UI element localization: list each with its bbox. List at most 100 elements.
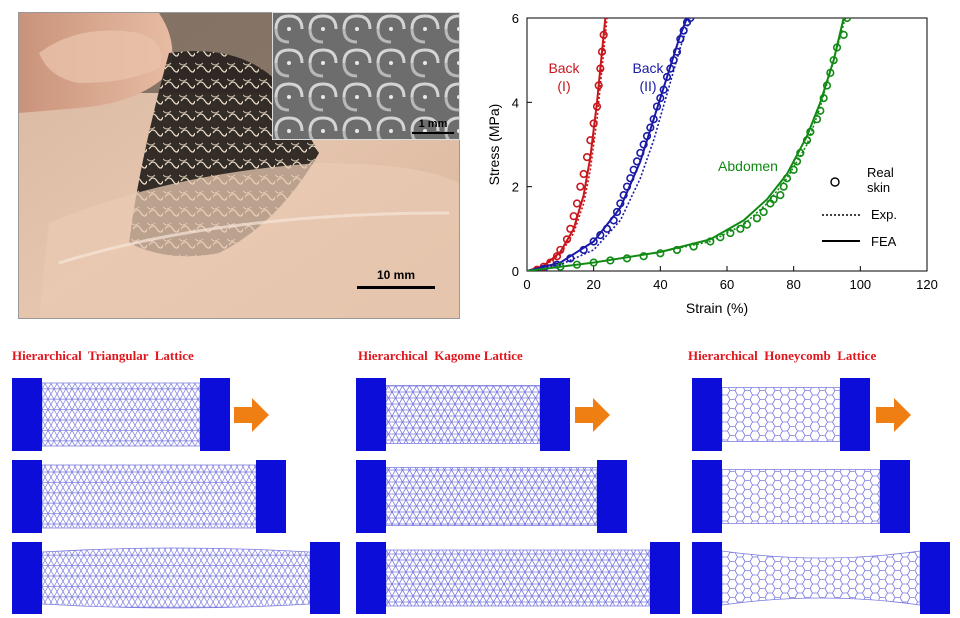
lattice-column-0 — [12, 378, 340, 614]
right-grip — [880, 460, 910, 533]
real-skin-point — [629, 165, 638, 174]
real-skin-point — [839, 30, 848, 39]
lattice-mesh — [721, 387, 841, 442]
series-0 — [527, 18, 608, 271]
series-label: Back — [548, 60, 580, 76]
real-skin-point — [656, 94, 665, 103]
lattice-column-2 — [692, 378, 950, 614]
real-skin-point — [556, 262, 565, 271]
real-skin-point — [596, 64, 605, 73]
lattice-mesh — [721, 469, 881, 524]
real-skin-point — [759, 207, 768, 217]
real-skin-point — [686, 18, 695, 23]
right-grip — [200, 378, 230, 451]
real-skin-point — [566, 224, 575, 233]
lattice-mesh — [385, 385, 541, 444]
real-skin-point — [569, 212, 578, 221]
real-skin-point — [779, 182, 788, 191]
real-skin-point — [576, 182, 585, 191]
real-skin-point — [572, 199, 582, 208]
real-skin-point — [622, 254, 632, 263]
real-skin-point — [666, 64, 675, 73]
series-exp-line — [527, 18, 692, 271]
x-tick-label: 0 — [523, 277, 530, 292]
series-fea-line — [527, 18, 845, 271]
lattice-title-triangular: Hierarchical Triangular Lattice — [12, 348, 194, 363]
real-skin-point — [726, 228, 735, 238]
lattice-mesh — [385, 467, 598, 526]
real-skin-point — [662, 72, 672, 82]
left-grip — [356, 542, 386, 614]
real-skin-point — [716, 233, 725, 242]
skin-photo-image: 10 mm — [19, 13, 459, 318]
y-tick-label: 2 — [512, 180, 519, 195]
stretch-arrow-icon — [876, 398, 911, 432]
real-skin-point — [596, 231, 605, 240]
real-skin-point — [626, 174, 635, 183]
real-skin-point — [579, 245, 588, 255]
real-skin-point — [612, 207, 622, 217]
real-skin-point — [649, 115, 658, 124]
real-skin-point — [619, 191, 628, 200]
real-skin-point — [816, 106, 825, 115]
real-skin-point — [562, 235, 572, 244]
lattice-mesh — [385, 549, 651, 607]
chart-series — [527, 18, 852, 271]
real-skin-point — [669, 56, 678, 65]
lattice-title-kagome: Hierarchical Kagome Lattice — [358, 348, 523, 363]
real-skin-point — [642, 131, 652, 141]
left-grip — [12, 542, 42, 614]
real-skin-point — [592, 102, 602, 111]
skin-photo: 10 mm — [18, 12, 460, 319]
real-skin-point — [812, 115, 822, 124]
right-grip — [540, 378, 570, 451]
real-skin-point — [832, 43, 842, 52]
real-skin-point — [606, 256, 615, 265]
real-skin-point — [776, 191, 785, 200]
lattice-simulations — [12, 378, 950, 614]
chart-labels: Back (I) Back (II) Abdomen — [548, 60, 778, 174]
real-skin-point — [782, 174, 792, 183]
stretch-arrow-icon — [575, 398, 610, 432]
real-skin-point — [572, 260, 582, 269]
real-skin-point — [589, 237, 598, 246]
stretch-arrow-icon — [234, 398, 269, 432]
real-skin-point — [602, 224, 612, 233]
series-2 — [527, 18, 852, 271]
real-skin-point — [579, 169, 588, 179]
real-skin-point — [599, 30, 608, 39]
lattice-title-honeycomb: Hierarchical Honeycomb Lattice — [688, 348, 877, 363]
series-fea-line — [527, 18, 607, 271]
real-skin-point — [819, 94, 828, 103]
lattice-mesh — [721, 550, 921, 606]
lattice-mesh — [41, 382, 201, 447]
x-tick-label: 120 — [916, 277, 938, 292]
inset-scale-bar-label: 1 mm — [419, 118, 448, 130]
real-skin-point — [656, 249, 665, 258]
real-skin-point — [842, 18, 852, 23]
real-skin-point — [622, 182, 632, 191]
left-grip — [692, 460, 722, 533]
real-skin-point — [566, 254, 575, 263]
legend-real-label: Real — [867, 165, 894, 180]
real-skin-point — [679, 26, 688, 35]
real-skin-point — [789, 165, 798, 174]
real-skin-point — [706, 237, 715, 246]
real-skin-point — [609, 216, 618, 225]
real-skin-point — [736, 224, 745, 233]
real-skin-point — [552, 252, 562, 261]
real-skin-point — [589, 258, 598, 267]
lattice-mesh — [41, 464, 257, 529]
real-skin-point — [672, 245, 682, 255]
stress-strain-chart: 0 20 40 60 80 100 120 0 2 4 6 Strain (%) Stress (MPa… — [486, 11, 938, 316]
real-skin-point — [616, 199, 625, 208]
real-skin-point — [796, 148, 805, 158]
real-skin-point — [829, 56, 838, 65]
real-skin-point — [826, 68, 835, 77]
real-skin-point — [636, 148, 645, 158]
lattice-mesh — [41, 547, 311, 609]
inset-micrograph: 1 mm — [272, 12, 460, 140]
left-grip — [356, 460, 386, 533]
real-skin-point — [597, 47, 607, 56]
real-skin-point — [639, 252, 648, 261]
